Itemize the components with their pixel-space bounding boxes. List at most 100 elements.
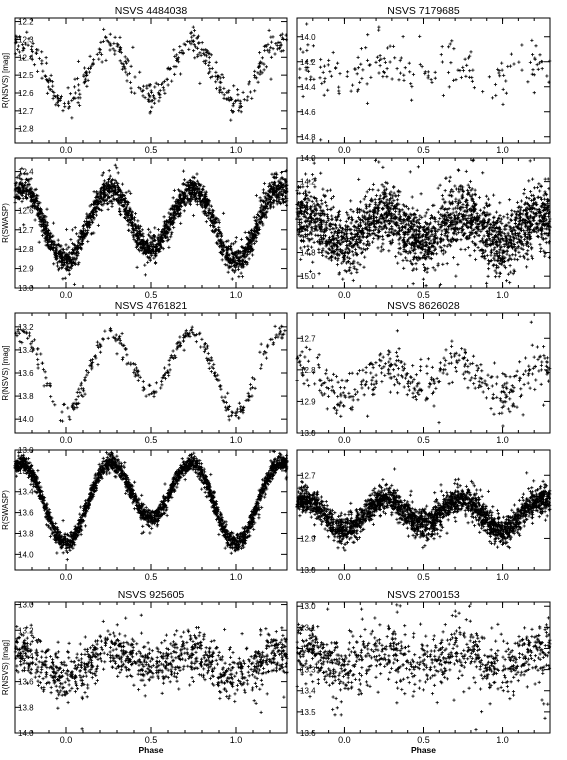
y-tick-label: 13.0 [300, 429, 316, 438]
x-tick-label: 1.0 [230, 290, 243, 300]
data-points [13, 613, 289, 731]
y-tick-label: 12.9 [300, 534, 316, 543]
y-tick-label: 13.2 [18, 323, 34, 332]
y-tick-label: 13.0 [300, 566, 316, 575]
y-tick-label: 12.7 [300, 334, 316, 343]
panel-title: NSVS 4761821 [115, 300, 188, 312]
y-tick-label: 13.0 [18, 601, 34, 610]
data-points [295, 603, 552, 732]
x-tick-label: 1.0 [230, 145, 243, 155]
y-tick-label: 12.2 [18, 18, 34, 27]
x-tick-label: 0.5 [145, 735, 158, 745]
y-tick-label: 12.4 [18, 168, 34, 177]
point-markers [298, 22, 552, 142]
y-tick-label: 12.7 [18, 226, 34, 235]
point-markers [295, 603, 552, 732]
y-tick-label: 14.0 [18, 415, 34, 424]
x-tick-label: 0.0 [60, 145, 73, 155]
point-markers [14, 324, 287, 423]
y-tick-label: 13.5 [300, 708, 316, 717]
x-tick-label: 0.5 [145, 290, 158, 300]
x-tick-label: 0.5 [417, 145, 430, 155]
panel-title: NSVS 925605 [118, 589, 185, 601]
x-tick-label: 1.0 [496, 572, 509, 582]
plot-frame [14, 17, 288, 144]
data-points [295, 467, 552, 552]
y-tick-label: 12.8 [18, 125, 34, 134]
y-tick-label: 12.4 [18, 53, 34, 62]
y-tick-label: 13.1 [300, 623, 316, 632]
y-tick-label: 12.8 [300, 366, 316, 375]
data-points [13, 163, 289, 286]
x-tick-label: 0.0 [60, 435, 73, 445]
y-tick-label: 13.0 [18, 446, 34, 455]
y-tick-label: 13.6 [300, 729, 316, 738]
x-tick-label: 0.5 [417, 735, 430, 745]
y-tick-label: 13.6 [18, 369, 34, 378]
y-tick-label: 12.3 [18, 35, 34, 44]
x-tick-label: 0.0 [338, 145, 351, 155]
panel-p7: 0.0 0.5 1.0 13.0 13.2 13.4 13.6 13.8 14.0 R(SWASP… [1, 446, 289, 582]
panel-title: NSVS 8626028 [387, 300, 460, 312]
y-tick-label: 13.6 [18, 678, 34, 687]
y-tick-label: 12.6 [18, 206, 34, 215]
y-tick-label: 14.2 [300, 178, 316, 187]
y-tick-label: 13.4 [18, 488, 34, 497]
panel-p6: 0.0 0.5 1.0 12.7 12.8 12.9 13.0 NSVS 8626028 [295, 300, 552, 445]
panel-title: NSVS 2700153 [387, 589, 460, 601]
x-tick-label: 0.0 [338, 735, 351, 745]
x-tick-label: 1.0 [496, 290, 509, 300]
panel-p5: 0.0 0.5 1.0 13.2 13.4 13.6 13.8 14.0 NSVS 476182… [1, 300, 288, 445]
y-tick-label: 13.4 [18, 652, 34, 661]
x-tick-label: 1.0 [496, 735, 509, 745]
x-tick-label: 0.0 [338, 572, 351, 582]
point-markers [13, 25, 289, 122]
y-tick-label: 12.7 [18, 107, 34, 116]
y-tick-label: 12.9 [18, 265, 34, 274]
plot-frame [296, 17, 551, 144]
plot-frame [14, 157, 288, 289]
x-tick-label: 0.5 [417, 435, 430, 445]
x-tick-label: 0.5 [145, 572, 158, 582]
point-markers [13, 449, 289, 562]
x-tick-label: 1.0 [230, 435, 243, 445]
point-markers [13, 613, 289, 731]
data-points [295, 158, 552, 288]
x-tick-label: 1.0 [230, 735, 243, 745]
y-tick-label: 14.4 [300, 201, 316, 210]
x-tick-label: 1.0 [496, 145, 509, 155]
y-tick-label: 13.8 [18, 529, 34, 538]
panel-p9: 0.0 0.5 1.0 13.0 13.2 13.4 13.6 13.8 14.0 NSVS 92… [1, 589, 289, 755]
y-tick-label: 14.8 [300, 249, 316, 258]
panel-p1: 0.0 0.5 1.0 12.2 12.3 12.4 12.5 12.6 12.7 12.8 NSV… [1, 5, 289, 155]
point-markers [295, 320, 552, 428]
y-tick-label: 14.0 [300, 33, 316, 42]
x-tick-label: 0.0 [338, 435, 351, 445]
y-tick-label: 12.7 [300, 471, 316, 480]
y-tick-label: 13.4 [18, 346, 34, 355]
y-tick-label: 14.0 [18, 729, 34, 738]
point-markers [13, 163, 289, 286]
y-axis-label: R(NSVS) [mag] [1, 53, 10, 108]
y-tick-label: 13.3 [300, 666, 316, 675]
x-axis-label: Phase [411, 745, 436, 755]
y-tick-label: 12.9 [300, 397, 316, 406]
x-tick-label: 0.5 [145, 435, 158, 445]
data-points [298, 22, 552, 142]
data-points [13, 25, 289, 122]
y-tick-label: 14.0 [300, 154, 316, 163]
y-tick-label: 14.8 [300, 133, 316, 142]
plot-frame [14, 312, 288, 434]
y-tick-label: 12.6 [18, 89, 34, 98]
y-tick-label: 15.0 [300, 272, 316, 281]
data-points [295, 320, 552, 428]
y-tick-label: 14.2 [300, 58, 316, 67]
y-tick-label: 13.2 [300, 644, 316, 653]
data-points [13, 449, 289, 562]
x-tick-label: 1.0 [230, 572, 243, 582]
data-points [14, 324, 287, 423]
x-tick-label: 0.5 [417, 572, 430, 582]
point-markers [295, 158, 552, 288]
